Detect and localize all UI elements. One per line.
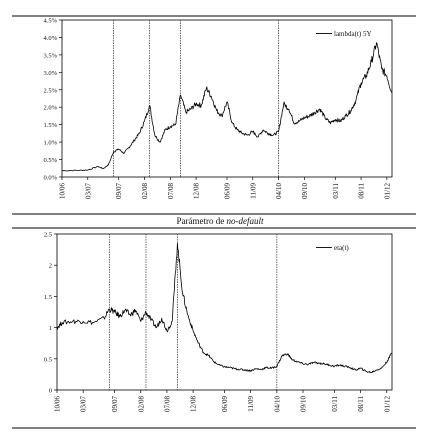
x-tick-label: 09/10 — [301, 183, 309, 199]
x-tick-label: 04/10 — [275, 183, 283, 199]
series-line — [62, 42, 393, 172]
x-tick-label: 09/07 — [115, 183, 123, 199]
y-tick-label: 3.5% — [43, 52, 57, 59]
y-tick-label: 4.0% — [43, 35, 57, 42]
x-tick-label: 06/09 — [224, 183, 232, 199]
y-tick-label: 4.5% — [43, 18, 57, 25]
y-tick-label: 0 — [49, 388, 52, 395]
chart-eta: 0 0.5 1 1.5 2 2.5 10/06 03/07 09/07 02/08 07/08 12/… — [44, 232, 393, 412]
x-tick-label: 10/06 — [59, 183, 67, 199]
y-tick-label: 2.5 — [44, 232, 52, 239]
x-tick-label: 03/11 — [332, 183, 340, 199]
x-tick-label: 01/12 — [383, 396, 391, 412]
plot-frame — [61, 19, 393, 178]
y-tick-label: 2.5% — [43, 87, 57, 94]
y-tick-label: 0.5% — [43, 157, 57, 164]
y-tick-label: 0.0% — [43, 175, 57, 182]
x-tick-label: 03/07 — [80, 396, 88, 412]
caption-italic: no-default — [226, 216, 263, 226]
y-tick-label: 2 — [49, 263, 52, 270]
y-tick-label: 2.0% — [43, 105, 57, 112]
y-tick-label: 1.5% — [43, 122, 57, 129]
series-line — [56, 243, 393, 374]
x-tick-label: 12/08 — [190, 396, 198, 412]
x-tick-label: 01/12 — [383, 183, 391, 199]
y-tick-label: 1 — [49, 325, 52, 332]
x-tick-label: 09/07 — [111, 396, 119, 412]
panel-caption: Parámetro de no-default — [177, 216, 264, 226]
x-tick-label: 04/10 — [273, 396, 281, 412]
x-tick-label: 11/09 — [249, 183, 257, 199]
y-tick-label: 0.5 — [44, 356, 52, 363]
x-tick-label: 03/07 — [84, 183, 92, 199]
legend-label: eta(t) — [334, 244, 349, 252]
x-tick-label: 08/11 — [357, 396, 365, 412]
x-tick-label: 10/06 — [54, 396, 62, 412]
x-tick-label: 07/08 — [167, 183, 175, 199]
legend-label: lambda(t) 5Y — [334, 30, 372, 38]
x-tick-label: 09/10 — [300, 396, 308, 412]
y-tick-label: 1.5 — [44, 294, 52, 301]
x-tick-label: 02/08 — [137, 396, 145, 412]
x-tick-label: 11/09 — [247, 396, 255, 412]
chart-lambda: 0.0% 0.5% 1.0% 1.5% 2.0% 2.5% 3.0% 3.5% 4.0% 4.5%… — [43, 18, 393, 199]
y-tick-label: 3.0% — [43, 70, 57, 77]
x-tick-label: 02/08 — [141, 183, 149, 199]
caption-text: Parámetro de — [177, 216, 227, 226]
x-tick-label: 07/08 — [163, 396, 171, 412]
y-tick-label: 1.0% — [43, 140, 57, 147]
x-tick-label: 06/09 — [221, 396, 229, 412]
x-tick-label: 03/11 — [331, 396, 339, 412]
x-tick-label: 08/11 — [358, 183, 366, 199]
x-tick-label: 12/08 — [193, 183, 201, 199]
